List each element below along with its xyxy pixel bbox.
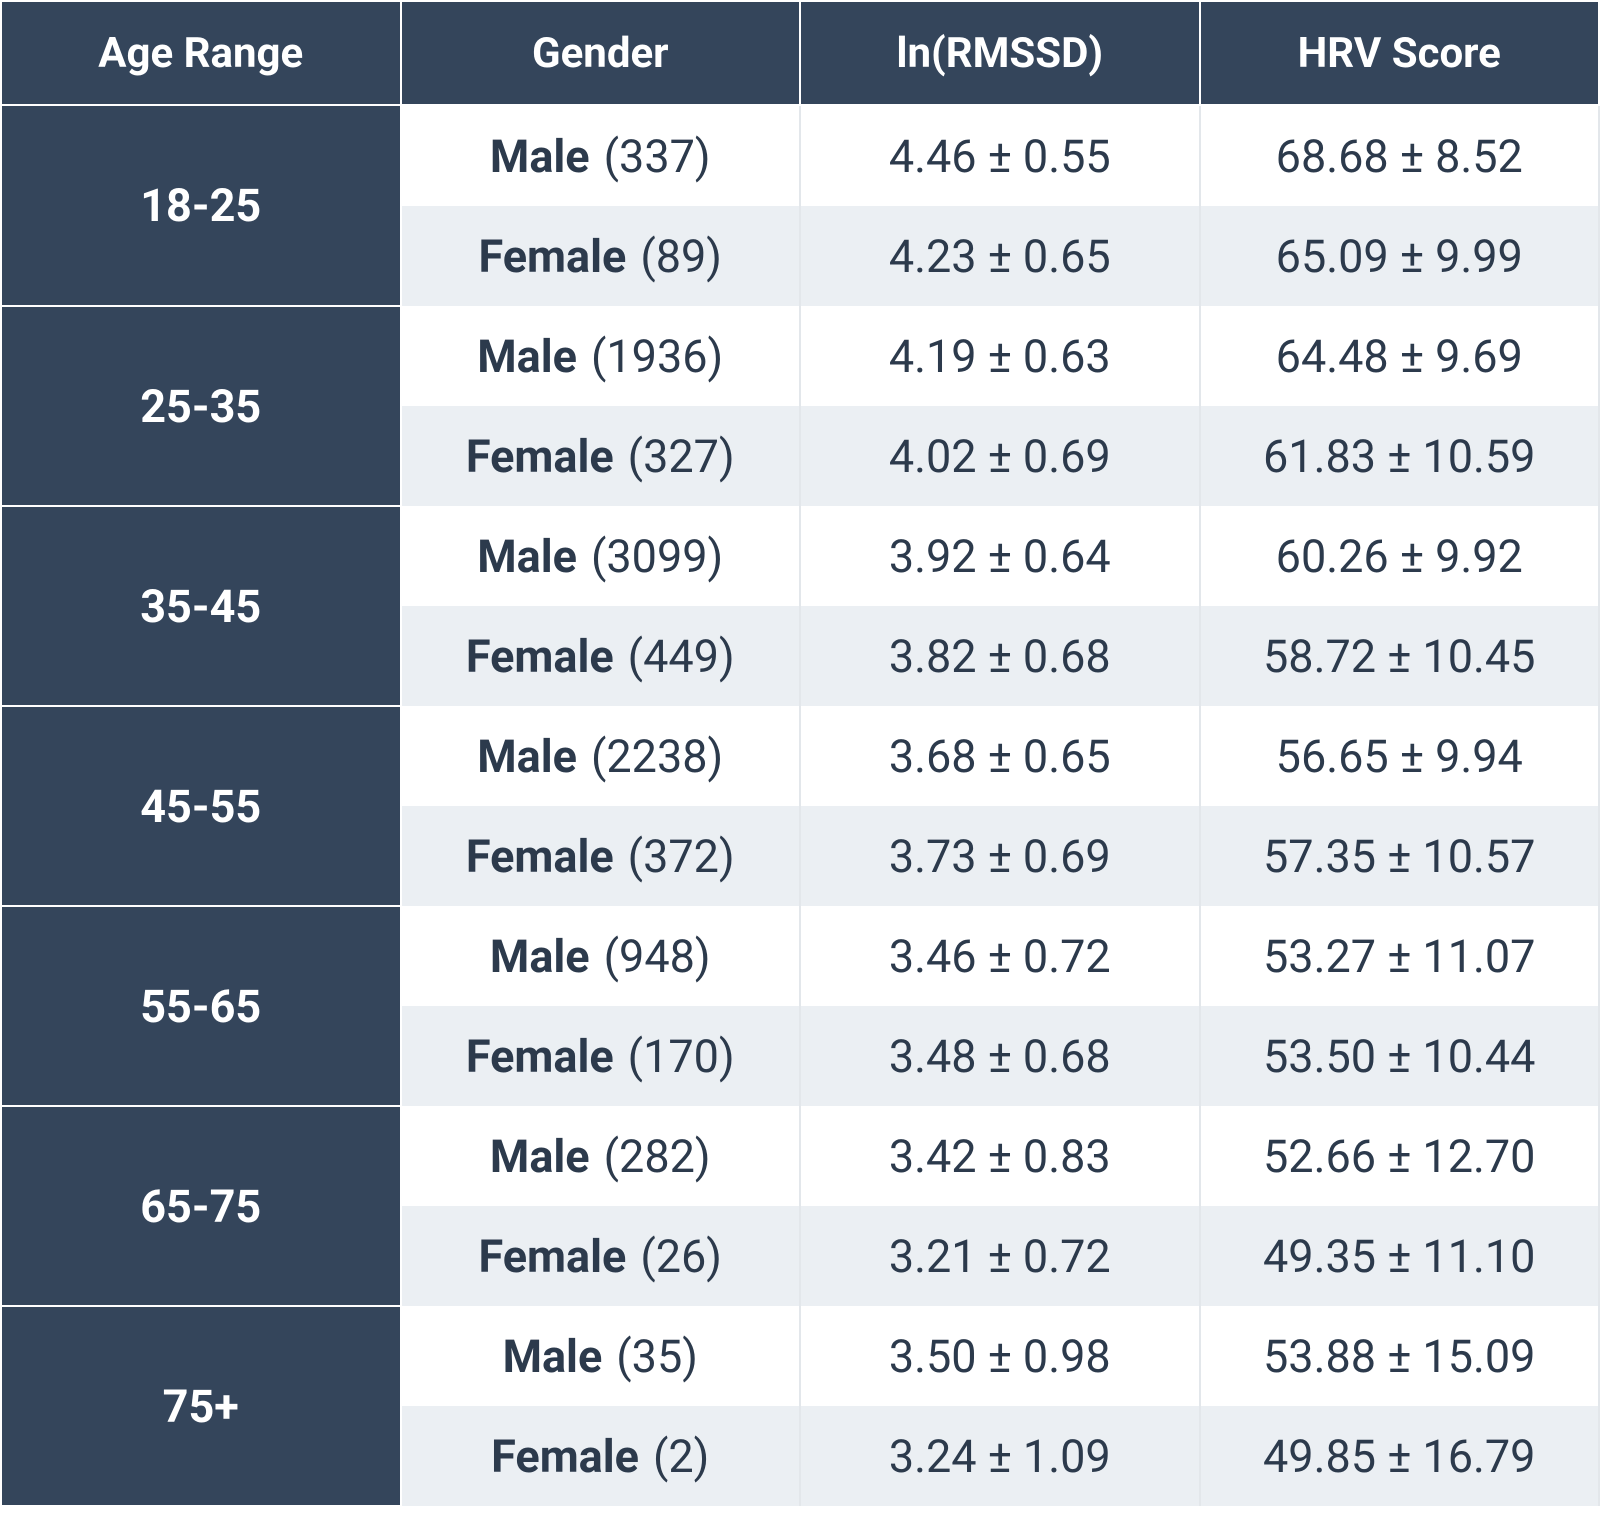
table-row: 55-65 Male (948) 3.46 ± 0.72 53.27 ± 11.07 [0,905,1600,1107]
column-header: Age Range [0,0,402,106]
hrv-score: 53.50 ± 10.44 [1198,1006,1600,1106]
hrv-score: 64.48 ± 9.69 [1198,306,1600,406]
sample-count: (372) [627,829,735,883]
gender: Female [465,629,614,683]
gender-cell: Male (1936) [399,306,801,406]
sample-count: (2238) [590,729,724,783]
table-row: 25-35 Male (1936) 4.19 ± 0.63 64.48 ± 9.69 [0,305,1600,507]
table-row: Female (26) 3.21 ± 0.72 49.35 ± 11.10 [1,1206,1600,1306]
gender: Female [465,829,614,883]
header-row: Age Range Gender ln(RMSSD) HRV Score [0,0,1600,106]
hrv-score: 58.72 ± 10.45 [1198,606,1600,706]
sample-count: (35) [616,1329,698,1383]
ln-rmssd: 4.23 ± 0.65 [799,206,1201,306]
table-row: Female (449) 3.82 ± 0.68 58.72 ± 10.45 [1,606,1600,706]
sample-count: (26) [640,1229,722,1283]
ln-rmssd: 3.92 ± 0.64 [799,506,1201,606]
gender-cell: Female (2) [399,1406,801,1506]
gender-cell: Male (948) [399,906,801,1006]
ln-rmssd: 3.82 ± 0.68 [799,606,1201,706]
gender-cell: Male (3099) [399,506,801,606]
table-row: Female (372) 3.73 ± 0.69 57.35 ± 10.57 [1,806,1600,906]
ln-rmssd: 3.68 ± 0.65 [799,706,1201,806]
sample-count: (89) [640,229,722,283]
gender-cell: Female (327) [399,406,801,506]
gender: Male [477,729,577,783]
sample-count: (1936) [590,329,724,383]
ln-rmssd: 3.73 ± 0.69 [799,806,1201,906]
gender-cell: Male (282) [399,1106,801,1206]
sample-count: (2) [652,1429,710,1483]
ln-rmssd: 3.48 ± 0.68 [799,1006,1201,1106]
ln-rmssd: 4.46 ± 0.55 [799,105,1201,206]
gender: Female [491,1429,639,1483]
hrv-score: 49.35 ± 11.10 [1198,1206,1600,1306]
gender: Male [477,529,577,583]
gender-cell: Male (337) [399,105,801,206]
table-body: 18-25 Male (337) 4.46 ± 0.55 68.68 ± 8.52 Fem… [0,104,1600,1507]
age-range: 35-45 [0,505,402,707]
gender: Female [465,429,614,483]
hrv-score: 60.26 ± 9.92 [1198,506,1600,606]
ln-rmssd: 4.02 ± 0.69 [799,406,1201,506]
sample-count: (948) [603,929,711,983]
gender-cell: Female (449) [399,606,801,706]
hrv-score: 49.85 ± 16.79 [1198,1406,1600,1506]
hrv-score: 57.35 ± 10.57 [1198,806,1600,906]
sample-count: (337) [603,129,711,183]
gender: Female [465,1029,614,1083]
column-header: Gender [399,0,801,106]
hrv-score: 61.83 ± 10.59 [1198,406,1600,506]
gender-cell: Female (26) [399,1206,801,1306]
hrv-score: 53.27 ± 11.07 [1198,906,1600,1006]
table-row: 45-55 Male (2238) 3.68 ± 0.65 56.65 ± 9.94 [0,705,1600,907]
ln-rmssd: 3.46 ± 0.72 [799,906,1201,1006]
table-row: 65-75 Male (282) 3.42 ± 0.83 52.66 ± 12.70 [0,1105,1600,1307]
table-row: Female (170) 3.48 ± 0.68 53.50 ± 10.44 [1,1006,1600,1106]
age-range: 25-35 [0,305,402,507]
gender-cell: Male (2238) [399,706,801,806]
gender: Male [502,1329,603,1383]
gender: Female [478,1229,627,1283]
age-range: 65-75 [0,1105,402,1307]
gender: Male [489,1129,590,1183]
ln-rmssd: 3.24 ± 1.09 [799,1406,1201,1506]
table-row: Female (327) 4.02 ± 0.69 61.83 ± 10.59 [1,406,1600,506]
age-range: 45-55 [0,705,402,907]
ln-rmssd: 3.50 ± 0.98 [799,1306,1201,1406]
gender-cell: Female (170) [399,1006,801,1106]
gender: Male [489,929,590,983]
ln-rmssd: 3.21 ± 0.72 [799,1206,1201,1306]
sample-count: (327) [627,429,735,483]
hrv-score: 56.65 ± 9.94 [1198,706,1600,806]
hrv-score: 65.09 ± 9.99 [1198,206,1600,306]
sample-count: (3099) [590,529,724,583]
table-row: 75+ Male (35) 3.50 ± 0.98 53.88 ± 15.09 [0,1305,1600,1507]
gender-cell: Female (89) [399,206,801,306]
gender-cell: Female (372) [399,806,801,906]
table-row: Female (2) 3.24 ± 1.09 49.85 ± 16.79 [1,1406,1600,1506]
hrv-score: 68.68 ± 8.52 [1198,105,1600,206]
ln-rmssd: 3.42 ± 0.83 [799,1106,1201,1206]
gender-cell: Male (35) [399,1306,801,1406]
gender: Female [478,229,627,283]
gender: Male [489,129,590,183]
sample-count: (449) [627,629,735,683]
age-range: 75+ [0,1305,402,1507]
sample-count: (170) [627,1029,735,1083]
age-range: 18-25 [0,104,402,307]
table-row: 18-25 Male (337) 4.46 ± 0.55 68.68 ± 8.52 [0,104,1600,307]
hrv-score: 52.66 ± 12.70 [1198,1106,1600,1206]
table-row: Female (89) 4.23 ± 0.65 65.09 ± 9.99 [1,206,1600,306]
table-row: 35-45 Male (3099) 3.92 ± 0.64 60.26 ± 9.92 [0,505,1600,707]
ln-rmssd: 4.19 ± 0.63 [799,306,1201,406]
sample-count: (282) [603,1129,711,1183]
column-header: HRV Score [1198,0,1600,106]
hrv-score: 53.88 ± 15.09 [1198,1306,1600,1406]
gender: Male [477,329,577,383]
column-header: ln(RMSSD) [799,0,1201,106]
hrv-table: Age Range Gender ln(RMSSD) HRV Score 18-25 M… [0,0,1600,1507]
age-range: 55-65 [0,905,402,1107]
